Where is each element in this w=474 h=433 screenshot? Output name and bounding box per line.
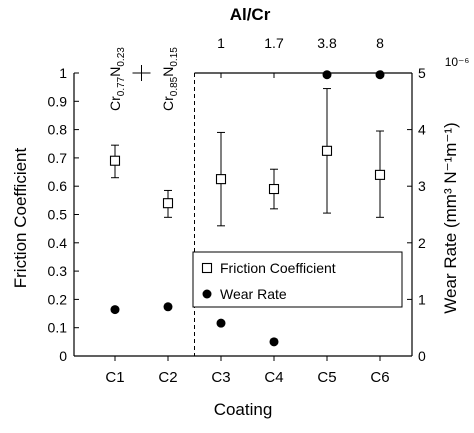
plot-area: 0 0.1 0.2 0.3 0.4 0.5 0.6 0.7 0.8 0.9 1 0 1 2 3 4 5 C1 C2 C… [48, 35, 426, 386]
x-axis-label: Coating [214, 400, 273, 419]
x-tick-label: C5 [317, 369, 336, 386]
y-tick-label: 0 [59, 348, 67, 364]
y-tick-label: 0.6 [48, 178, 68, 194]
y2-multiplier: 10⁻⁶ [445, 55, 470, 69]
formula-element: N [107, 67, 123, 77]
friction-point [321, 145, 333, 156]
wear-rate-point [216, 318, 226, 328]
friction-point [374, 169, 386, 180]
legend-label: Friction Coefficient [220, 260, 336, 276]
y2-tick-label: 2 [418, 235, 426, 251]
y-tick-label: 0.1 [48, 320, 68, 336]
formula-subscript: 0.23 [116, 47, 127, 67]
wear-rate-point [163, 302, 173, 312]
y2-axis-label: Wear Rate (mm³ N⁻¹m⁻¹) [441, 122, 460, 313]
chart-title: Al/Cr [230, 5, 271, 24]
formula-element: Cr [107, 96, 123, 111]
friction-point [162, 198, 174, 209]
legend-marker-square [201, 262, 213, 274]
wear-rate-point [269, 337, 279, 347]
y2-tick-label: 4 [418, 122, 426, 138]
x-tick-label: C6 [370, 369, 389, 386]
top-tick-label: 1.7 [264, 35, 284, 51]
formula-element: Cr [160, 96, 176, 111]
y2-tick-label: 1 [418, 291, 426, 307]
legend-label: Wear Rate [220, 286, 287, 302]
friction-point [109, 155, 121, 166]
legend-box [192, 251, 403, 308]
formula-subscript: 0.77 [116, 76, 127, 96]
y-tick-label: 0.4 [48, 235, 68, 251]
friction-point [215, 174, 227, 185]
top-tick-label: 1 [217, 35, 225, 51]
y-tick-label: 0.9 [48, 93, 68, 109]
y-tick-label: 0.5 [48, 207, 68, 223]
x-tick-label: C4 [264, 369, 283, 386]
top-tick-label: 3.8 [317, 35, 337, 51]
y2-tick-label: 5 [418, 65, 426, 81]
y2-tick-label: 3 [418, 178, 426, 194]
y-tick-label: 0.7 [48, 150, 68, 166]
y-axis-label: Friction Coefficient [11, 147, 30, 288]
y-tick-label: 1 [59, 65, 67, 81]
y2-tick-label: 0 [418, 348, 426, 364]
legend-marker-circle [202, 289, 212, 299]
y-tick-label: 0.8 [48, 122, 68, 138]
formula-element: N [160, 67, 176, 77]
formula-subscript: 0.15 [169, 47, 180, 67]
top-tick-label: 8 [376, 35, 384, 51]
x-tick-label: C1 [105, 369, 124, 386]
y-tick-label: 0.3 [48, 263, 68, 279]
wear-rate-point [375, 70, 385, 80]
formula-subscript: 0.85 [169, 76, 180, 96]
y-tick-label: 0.2 [48, 291, 68, 307]
top-formula-label: Cr0.77N0.23 [107, 47, 127, 111]
wear-rate-point [322, 70, 332, 80]
friction-point [268, 183, 280, 195]
x-tick-label: C3 [211, 369, 230, 386]
top-formula-label: Cr0.85N0.15 [160, 47, 180, 111]
x-tick-label: C2 [158, 369, 177, 386]
wear-rate-point [110, 305, 120, 315]
